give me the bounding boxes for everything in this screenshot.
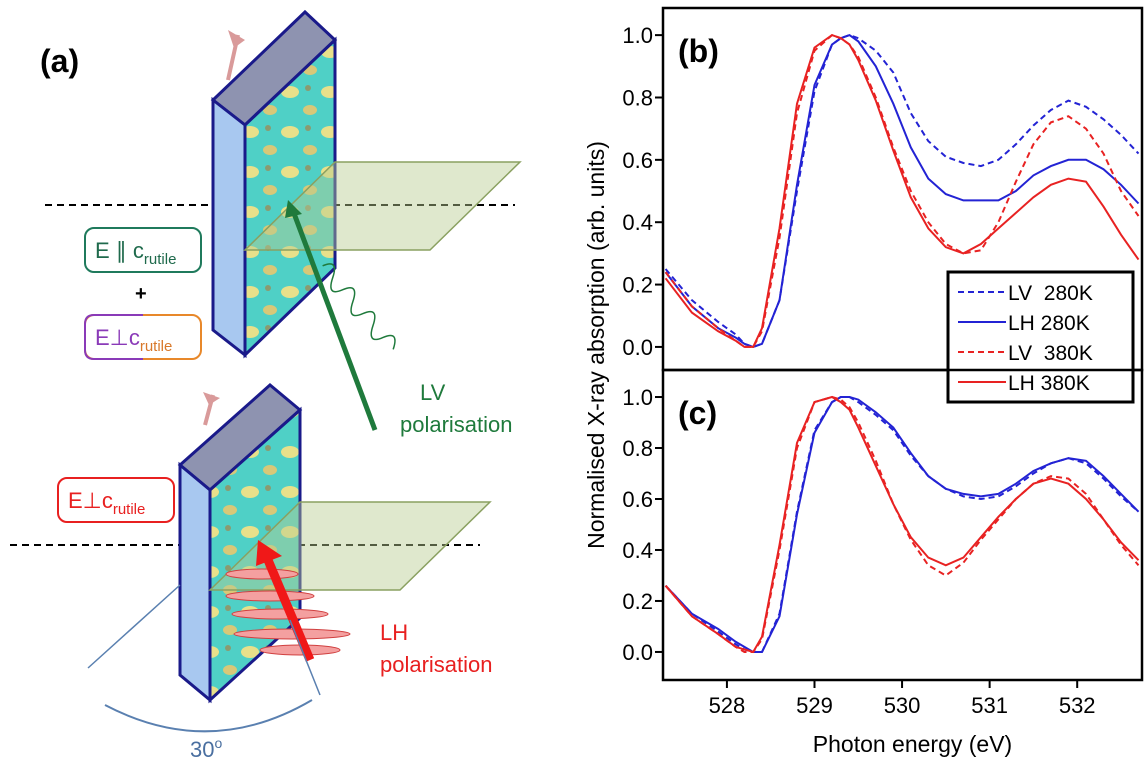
x-axis-label: Photon energy (eV): [813, 731, 1012, 757]
diagram: (a) LV polarisation E ∥ crutile + E⊥crut…: [10, 9, 522, 762]
wave: [322, 263, 396, 350]
series-line: [664, 34, 1140, 348]
y-tick-label: 1.0: [622, 385, 653, 410]
y-tick-label: 0.2: [622, 589, 653, 614]
slab-side: [178, 461, 212, 704]
text: rutile: [144, 251, 177, 268]
series-line: [664, 33, 1140, 348]
legend-label: LH 280K: [1008, 312, 1090, 335]
panel-label: (c): [678, 395, 717, 431]
y-tick-label: 0.2: [622, 273, 653, 298]
lh-beam: [263, 558, 315, 662]
series-line: [664, 395, 1140, 654]
angle-label: 30o: [190, 735, 222, 762]
wave: [225, 568, 351, 656]
angle-line: [289, 619, 321, 696]
x-tick-label: 531: [971, 693, 1008, 718]
plane: [243, 161, 522, 251]
y-tick-label: 0.4: [622, 538, 653, 563]
y-tick-label: 0.8: [622, 85, 653, 110]
box-label: E⊥crutile: [95, 325, 172, 355]
beam-label: LH: [380, 620, 408, 645]
text: 30: [190, 737, 214, 762]
arrowhead: [203, 392, 220, 405]
text: E⊥c: [68, 488, 113, 513]
beam-label: polarisation: [400, 412, 513, 437]
text: E ∥ c: [95, 238, 144, 263]
series-line: [664, 395, 1140, 653]
lv-beam: [289, 207, 378, 431]
label-box: [57, 477, 175, 523]
legend-label: LV 280K: [1008, 282, 1093, 305]
x-tick-label: 530: [884, 693, 921, 718]
text: rutile: [140, 338, 173, 355]
box-edge: [84, 314, 143, 360]
plot-frame: [661, 368, 1144, 682]
text: rutile: [113, 501, 146, 518]
label-box: [84, 227, 202, 273]
y-tick-label: 0.6: [622, 487, 653, 512]
angle-arc: [104, 699, 313, 733]
plus: +: [135, 283, 147, 305]
box-label: E⊥crutile: [68, 488, 145, 518]
legend-label: LH 380K: [1008, 372, 1090, 395]
legend-label: LV 380K: [1008, 342, 1093, 365]
arrowhead: [228, 30, 245, 48]
series-line: [664, 33, 1140, 348]
arrowhead: [285, 200, 302, 218]
angle-line: [87, 584, 181, 669]
plane: [208, 501, 492, 591]
y-tick-label: 0.0: [622, 640, 653, 665]
text: o: [214, 735, 222, 751]
y-tick-label: 0.6: [622, 148, 653, 173]
beam-label: LV: [420, 380, 446, 405]
y-tick-label: 1.0: [622, 23, 653, 48]
legend-box: [946, 270, 1135, 404]
beam-label: polarisation: [380, 652, 493, 677]
y-tick-label: 0.0: [622, 335, 653, 360]
panel-label: (b): [678, 33, 719, 69]
arrowhead: [256, 540, 282, 566]
y-tick-label: 0.8: [622, 436, 653, 461]
x-tick-label: 529: [796, 693, 833, 718]
y-axis-label: Normalised X-ray absorption (arb. units): [583, 141, 609, 549]
series-line: [664, 396, 1140, 653]
x-tick-label: 528: [709, 693, 746, 718]
box-label: E ∥ crutile: [95, 238, 176, 268]
x-tick-label: 532: [1059, 693, 1096, 718]
slab-side: [211, 96, 247, 359]
y-tick-label: 0.4: [622, 210, 653, 235]
panel-label: (a): [40, 43, 79, 79]
series-line: [664, 396, 1140, 653]
text: E⊥c: [95, 325, 140, 350]
